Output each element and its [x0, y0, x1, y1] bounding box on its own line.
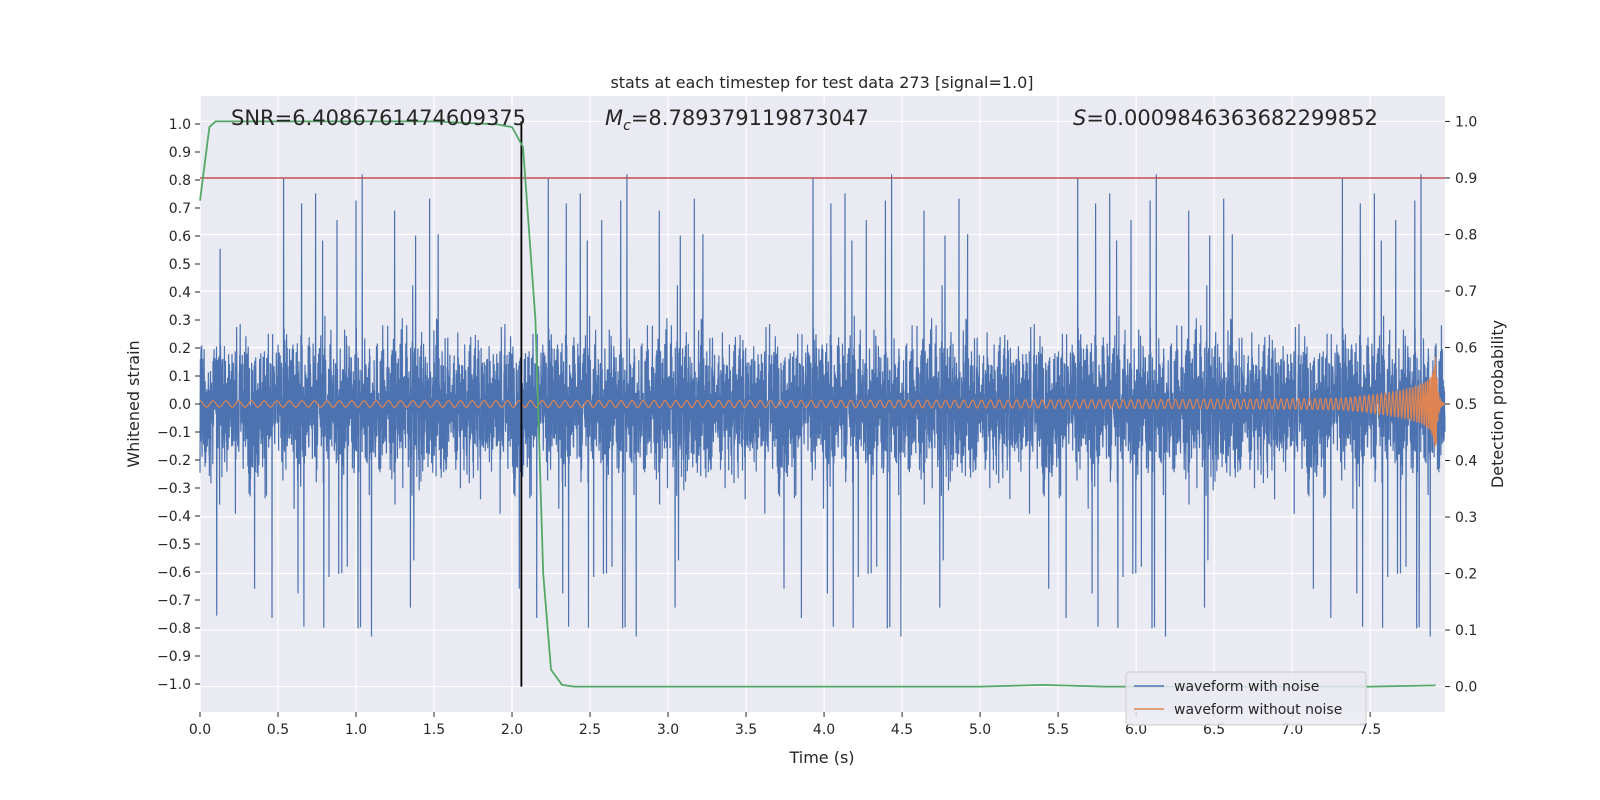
y-tick-label: 1.0	[169, 117, 191, 133]
y-tick-label: −0.5	[157, 537, 191, 553]
chart-title: stats at each timestep for test data 273…	[610, 73, 1033, 92]
line-waveform-with-noise	[199, 174, 1446, 637]
y2-tick-label: 0.6	[1455, 340, 1477, 356]
legend-label-clean: waveform without noise	[1174, 702, 1342, 718]
snr-annotation: SNR=6.408676147460937​5	[231, 106, 526, 130]
s-annotation: S=0.0009846363682299852	[1073, 106, 1378, 130]
line-waveform-without-noise	[199, 356, 1446, 447]
legend-label-noise: waveform with noise	[1174, 679, 1319, 695]
x-tick-label: 2.0	[501, 722, 523, 738]
y-tick-label: −0.9	[157, 649, 191, 665]
legend-box	[1125, 671, 1367, 726]
y-tick-label: 0.8	[169, 173, 191, 189]
y-axis-label: Whitened strain	[124, 340, 143, 467]
x-tick-label: 0.0	[189, 722, 211, 738]
y-tick-label: 0.1	[169, 369, 191, 385]
x-tick-label: 7.5	[1359, 722, 1381, 738]
x-tick-label: 5.0	[969, 722, 991, 738]
y2-tick-label: 0.7	[1455, 284, 1477, 300]
y-tick-label: 0.9	[169, 145, 191, 161]
y2-axis-ticks: 1.0 0.9 0.8 0.7 0.6 0.5 0.4 0.3 0.2 0.1 0.0	[1445, 114, 1477, 696]
y2-tick-label: 0.0	[1455, 680, 1477, 696]
series-waveform-with-noise	[199, 174, 1446, 637]
y2-tick-label: 0.4	[1455, 454, 1477, 470]
y-tick-label: 0.7	[169, 201, 191, 217]
x-tick-label: 4.0	[813, 722, 835, 738]
x-tick-label: 1.0	[345, 722, 367, 738]
x-tick-label: 7.0	[1281, 722, 1303, 738]
chirp-mass-value: =8.789379119873047	[631, 106, 869, 130]
x-tick-label: 4.5	[891, 722, 913, 738]
y2-tick-label: 0.8	[1455, 227, 1477, 243]
y2-tick-label: 0.9	[1455, 171, 1477, 187]
x-tick-label: 2.5	[579, 722, 601, 738]
y-tick-label: −0.6	[157, 565, 191, 581]
y-tick-label: 0.4	[169, 285, 191, 301]
series-detection-probability	[199, 120, 1436, 688]
x-axis-ticks: 0.0 0.5 1.0 1.5 2.0 2.5 3.0 3.5 4.0 4.5 5.0 5.5 6.0 6…	[189, 712, 1381, 738]
chirp-mass-annotation: Mc=8.789379119873047	[605, 106, 869, 134]
y-tick-label: −1.0	[157, 677, 191, 693]
y2-tick-label: 0.5	[1455, 397, 1477, 413]
y2-axis-label: Detection probability	[1488, 320, 1507, 488]
y-tick-label: 0.3	[169, 313, 191, 329]
y-tick-label: −0.7	[157, 593, 191, 609]
chirp-mass-symbol: M	[605, 106, 623, 130]
x-tick-label: 6.5	[1203, 722, 1225, 738]
y-tick-label: 0.5	[169, 257, 191, 273]
s-symbol: S	[1073, 106, 1086, 130]
x-axis-label: Time (s)	[788, 748, 854, 767]
line-detection-probability	[199, 120, 1436, 688]
y-tick-label: −0.8	[157, 621, 191, 637]
y-tick-label: 0.6	[169, 229, 191, 245]
x-tick-label: 3.0	[657, 722, 679, 738]
x-tick-label: 5.5	[1047, 722, 1069, 738]
y-tick-label: −0.1	[157, 425, 191, 441]
x-tick-label: 0.5	[267, 722, 289, 738]
x-tick-label: 3.5	[735, 722, 757, 738]
x-tick-label: 6.0	[1125, 722, 1147, 738]
series-waveform-without-noise	[199, 356, 1446, 447]
y-tick-label: −0.4	[157, 509, 191, 525]
y-tick-label: −0.3	[157, 481, 191, 497]
y2-tick-label: 0.1	[1455, 623, 1477, 639]
chirp-mass-subscript: c	[623, 118, 631, 134]
y-tick-label: 0.0	[169, 397, 191, 413]
y2-tick-label: 0.2	[1455, 567, 1477, 583]
y2-tick-label: 1.0	[1455, 114, 1477, 130]
y-axis-ticks: 1.0 0.9 0.8 0.7 0.6 0.5 0.4 0.3 0.2 0.1 0.0 −0.1 −0.…	[157, 117, 200, 693]
x-tick-label: 1.5	[423, 722, 445, 738]
s-value: =0.0009846363682299852	[1086, 106, 1378, 130]
y-tick-label: 0.2	[169, 341, 191, 357]
legend: waveform with noise waveform without noi…	[1125, 671, 1367, 726]
y2-tick-label: 0.3	[1455, 510, 1477, 526]
y-tick-label: −0.2	[157, 453, 191, 469]
